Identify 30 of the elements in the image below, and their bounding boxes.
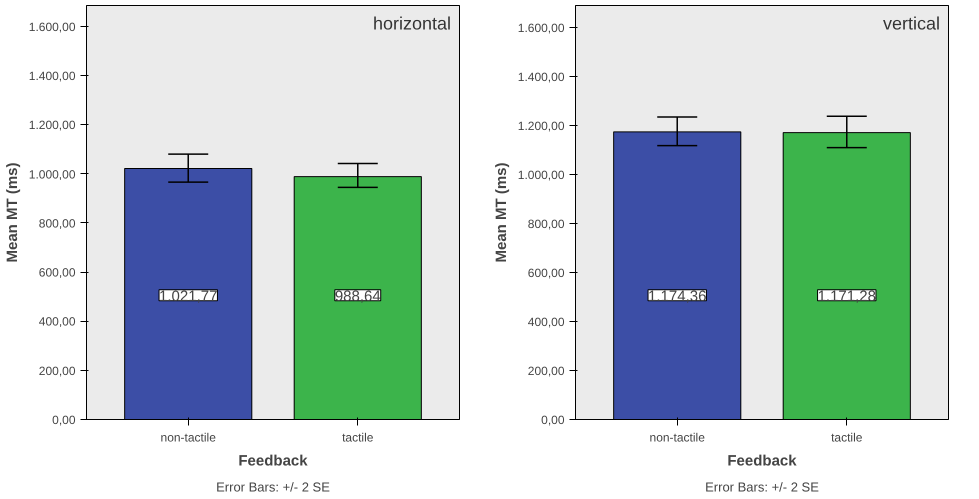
- text: Error Bars: +/- 2 SE: [216, 480, 330, 494]
- y-tick-label: 1.600,00: [28, 20, 76, 34]
- y-tick-label: 600,00: [38, 266, 76, 280]
- y-tick-label: 1.200,00: [518, 119, 565, 134]
- x-tick-label: non-tactile: [650, 430, 706, 444]
- y-tick-label: 800,00: [38, 216, 76, 230]
- y-tick-label: 1.600,00: [518, 21, 565, 36]
- y-tick-label: 0,00: [52, 413, 76, 427]
- x-tick-label: tactile: [342, 430, 374, 444]
- y-tick-label: 400,00: [38, 314, 76, 329]
- y-tick-label: 1.200,00: [28, 118, 76, 132]
- y-tick-label: 600,00: [528, 266, 565, 280]
- x-tick-label: tactile: [831, 430, 863, 444]
- y-axis-title: Mean MT (ms): [492, 162, 510, 262]
- y-tick-label: 800,00: [528, 217, 565, 232]
- y-tick-label: 1.400,00: [28, 69, 76, 84]
- y-tick-label: 1.000,00: [518, 168, 565, 182]
- y-axis-title: Mean MT (ms): [4, 162, 21, 262]
- text: Error Bars: +/- 2 SE: [705, 480, 820, 494]
- annotation: vertical: [883, 14, 940, 34]
- annotation: horizontal: [372, 14, 452, 34]
- x-axis-title: Feedback: [238, 452, 308, 470]
- y-tick-label: 200,00: [38, 364, 76, 378]
- y-tick-label: 1.400,00: [518, 70, 565, 84]
- y-tick-label: 400,00: [528, 315, 565, 330]
- y-tick-label: 0,00: [541, 413, 565, 427]
- x-axis-title: Feedback: [727, 452, 798, 470]
- y-tick-label: 1.000,00: [28, 167, 76, 182]
- x-tick-label: non-tactile: [160, 430, 216, 444]
- y-tick-label: 200,00: [528, 364, 565, 378]
